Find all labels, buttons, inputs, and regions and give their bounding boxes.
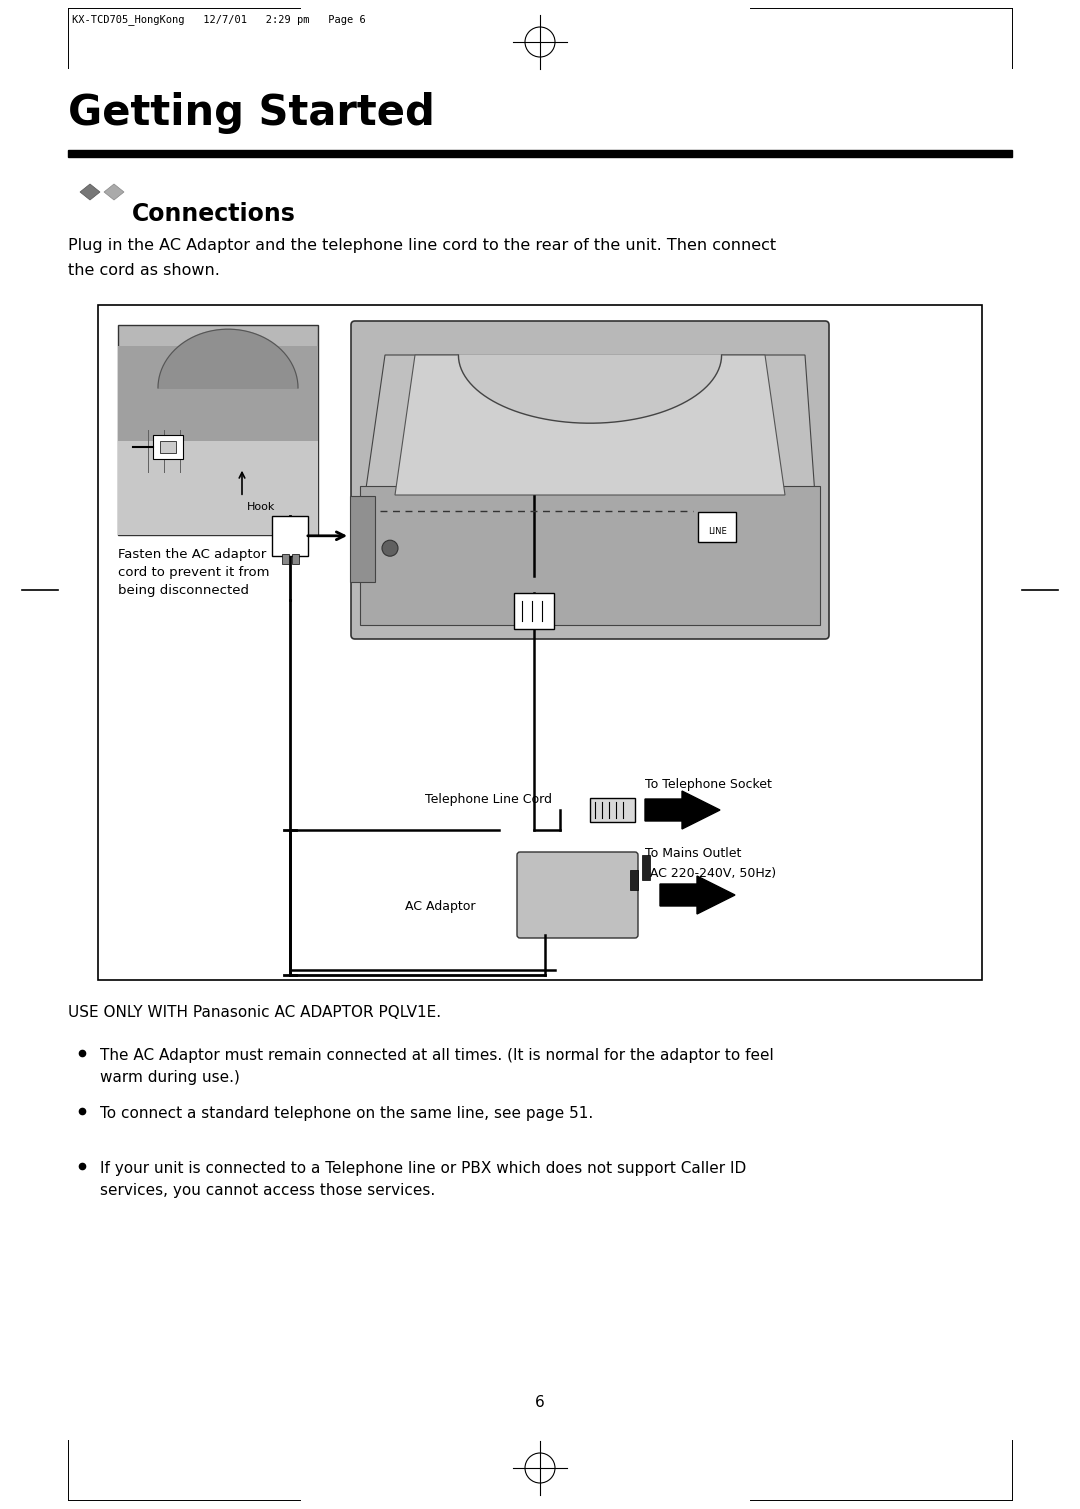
Text: being disconnected: being disconnected	[118, 584, 249, 598]
Bar	[160, 441, 176, 453]
Text: services, you cannot access those services.: services, you cannot access those servic…	[100, 1183, 435, 1198]
Text: Hook: Hook	[247, 502, 275, 512]
Bar	[630, 871, 638, 890]
Bar	[68, 149, 1012, 157]
Bar	[292, 554, 299, 564]
Text: KX-TCD705_HongKong   12/7/01   2:29 pm   Page 6: KX-TCD705_HongKong 12/7/01 2:29 pm Page …	[72, 14, 366, 26]
Bar	[98, 305, 982, 979]
Text: Telephone Line Cord: Telephone Line Cord	[426, 794, 552, 806]
Polygon shape	[104, 184, 124, 201]
Bar	[698, 512, 737, 542]
Text: AC Adaptor: AC Adaptor	[405, 899, 475, 913]
Text: To Mains Outlet: To Mains Outlet	[645, 847, 741, 860]
Bar	[272, 516, 308, 555]
Text: If your unit is connected to a Telephone line or PBX which does not support Call: If your unit is connected to a Telephone…	[100, 1160, 746, 1176]
Bar	[590, 798, 635, 822]
Polygon shape	[458, 355, 721, 423]
Polygon shape	[365, 355, 815, 495]
FancyArrow shape	[645, 791, 720, 828]
Bar	[118, 346, 318, 441]
Text: Fasten the AC adaptor: Fasten the AC adaptor	[118, 548, 267, 561]
Bar	[350, 495, 375, 582]
Text: LINE: LINE	[707, 527, 727, 536]
Text: USE ONLY WITH Panasonic AC ADAPTOR PQLV1E.: USE ONLY WITH Panasonic AC ADAPTOR PQLV1…	[68, 1005, 441, 1020]
Bar	[153, 435, 183, 459]
Text: To connect a standard telephone on the same line, see page 51.: To connect a standard telephone on the s…	[100, 1106, 593, 1121]
Bar	[360, 486, 820, 625]
Circle shape	[382, 540, 399, 557]
Polygon shape	[158, 329, 298, 388]
Text: (AC 220-240V, 50Hz): (AC 220-240V, 50Hz)	[645, 868, 777, 880]
FancyArrow shape	[660, 877, 735, 914]
Text: To Telephone Socket: To Telephone Socket	[645, 779, 772, 791]
Text: The AC Adaptor must remain connected at all times. (It is normal for the adaptor: The AC Adaptor must remain connected at …	[100, 1047, 773, 1062]
Bar	[282, 554, 289, 564]
Bar	[118, 420, 318, 536]
FancyBboxPatch shape	[351, 321, 829, 638]
Text: Getting Started: Getting Started	[68, 92, 435, 134]
Polygon shape	[80, 184, 100, 201]
Text: warm during use.): warm during use.)	[100, 1070, 240, 1085]
Bar	[642, 856, 650, 880]
Text: 6: 6	[535, 1394, 545, 1409]
FancyBboxPatch shape	[517, 853, 638, 939]
Bar	[514, 593, 554, 629]
Text: Plug in the AC Adaptor and the telephone line cord to the rear of the unit. Then: Plug in the AC Adaptor and the telephone…	[68, 238, 777, 254]
Text: cord to prevent it from: cord to prevent it from	[118, 566, 270, 579]
Text: the cord as shown.: the cord as shown.	[68, 263, 220, 278]
Polygon shape	[395, 355, 785, 495]
Bar	[118, 324, 318, 536]
Text: Connections: Connections	[132, 202, 296, 226]
